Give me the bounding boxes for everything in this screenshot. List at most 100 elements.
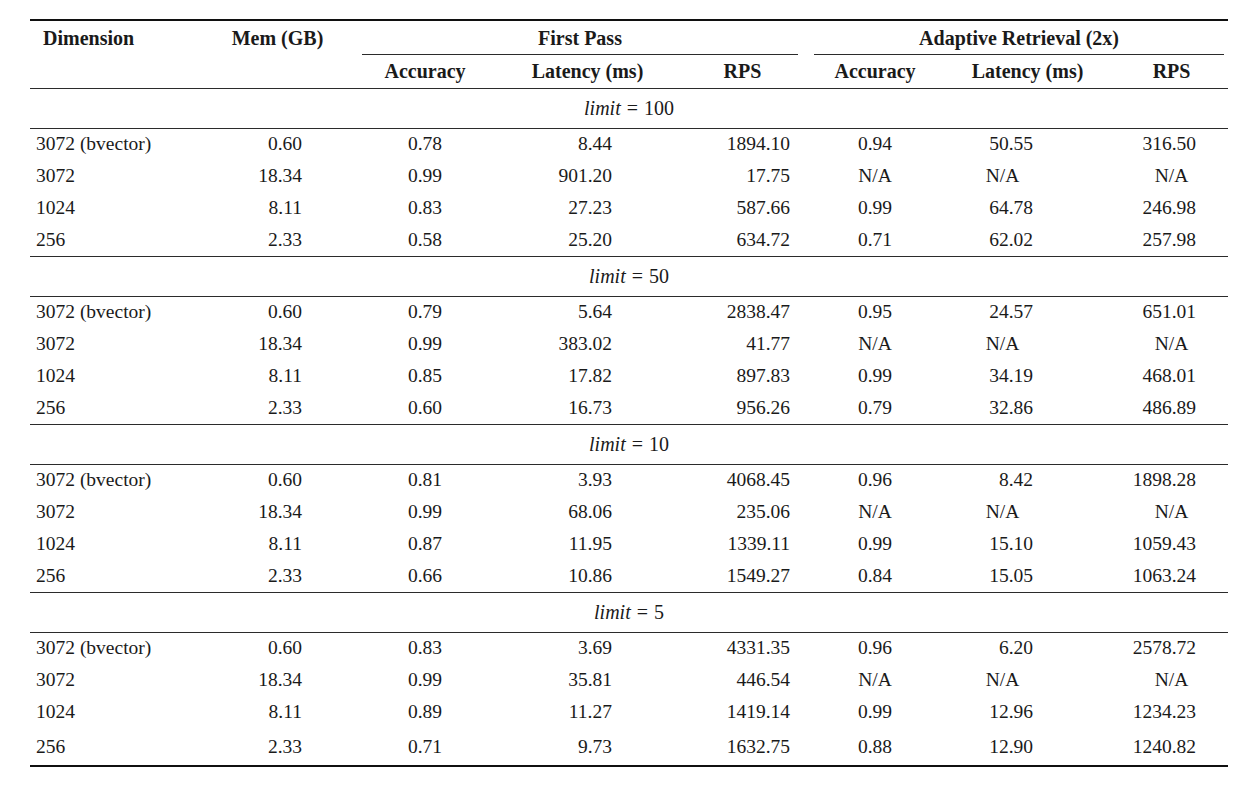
ar-accuracy-cell: 0.96: [810, 464, 940, 496]
dimension-cell: 3072: [30, 328, 205, 360]
table-row: 3072 (bvector) 0.60 0.79 5.64 2838.47 0.…: [30, 296, 1228, 328]
mem-cell: 18.34: [205, 664, 350, 696]
table-row: 1024 8.11 0.85 17.82 897.83 0.99 34.19 4…: [30, 360, 1228, 392]
table-row: 3072 (bvector) 0.60 0.81 3.93 4068.45 0.…: [30, 464, 1228, 496]
fp-latency-cell: 68.06: [500, 496, 675, 528]
fp-rps-cell: 2838.47: [675, 296, 810, 328]
fp-latency-cell: 11.27: [500, 696, 675, 728]
mem-cell: 18.34: [205, 328, 350, 360]
table-row: 3072 18.34 0.99 383.02 41.77 N/A N/A N/A: [30, 328, 1228, 360]
ar-latency-cell: 50.55: [940, 128, 1115, 160]
dimension-cell: 256: [30, 392, 205, 424]
mem-cell: 8.11: [205, 696, 350, 728]
dimension-cell: 3072 (bvector): [30, 632, 205, 664]
dimension-cell: 256: [30, 728, 205, 766]
fp-accuracy-cell: 0.66: [350, 560, 500, 592]
fp-rps-cell: 446.54: [675, 664, 810, 696]
section-label: limit=50: [30, 256, 1228, 296]
table-row: 3072 18.34 0.99 35.81 446.54 N/A N/A N/A: [30, 664, 1228, 696]
ar-latency-cell: 34.19: [940, 360, 1115, 392]
fp-latency-cell: 27.23: [500, 192, 675, 224]
fp-latency-cell: 901.20: [500, 160, 675, 192]
ar-latency-cell: N/A: [940, 496, 1115, 528]
ar-rps-cell: 1063.24: [1115, 560, 1228, 592]
fp-rps-cell: 235.06: [675, 496, 810, 528]
table-row: 3072 18.34 0.99 901.20 17.75 N/A N/A N/A: [30, 160, 1228, 192]
fp-latency-cell: 10.86: [500, 560, 675, 592]
dimension-cell: 256: [30, 560, 205, 592]
fp-latency-cell: 35.81: [500, 664, 675, 696]
table-row: 3072 18.34 0.99 68.06 235.06 N/A N/A N/A: [30, 496, 1228, 528]
fp-rps-cell: 1419.14: [675, 696, 810, 728]
ar-rps-cell: 1059.43: [1115, 528, 1228, 560]
mem-cell: 8.11: [205, 528, 350, 560]
fp-accuracy-cell: 0.89: [350, 696, 500, 728]
ar-rps-cell: N/A: [1115, 664, 1228, 696]
ar-latency-cell: N/A: [940, 664, 1115, 696]
section-header-row: limit=10: [30, 424, 1228, 464]
mem-cell: 2.33: [205, 560, 350, 592]
col-group-adaptive-retrieval: Adaptive Retrieval (2x): [810, 20, 1228, 55]
section-header-row: limit=100: [30, 88, 1228, 128]
ar-rps-cell: N/A: [1115, 328, 1228, 360]
fp-rps-cell: 41.77: [675, 328, 810, 360]
ar-latency-cell: 64.78: [940, 192, 1115, 224]
ar-rps-cell: 257.98: [1115, 224, 1228, 256]
ar-rps-cell: 316.50: [1115, 128, 1228, 160]
section-label: limit=10: [30, 424, 1228, 464]
mem-cell: 0.60: [205, 296, 350, 328]
fp-latency-cell: 383.02: [500, 328, 675, 360]
first-pass-label: First Pass: [538, 27, 622, 49]
ar-accuracy-cell: 0.95: [810, 296, 940, 328]
fp-latency-cell: 16.73: [500, 392, 675, 424]
dimension-cell: 1024: [30, 528, 205, 560]
col-header-mem: Mem (GB): [205, 20, 350, 88]
fp-rps-cell: 1339.11: [675, 528, 810, 560]
ar-rps-cell: 486.89: [1115, 392, 1228, 424]
mem-cell: 2.33: [205, 728, 350, 766]
ar-accuracy-cell: 0.96: [810, 632, 940, 664]
ar-rps-cell: 1240.82: [1115, 728, 1228, 766]
limit-value: 50: [649, 265, 669, 287]
limit-eq: =: [627, 97, 638, 119]
fp-accuracy-cell: 0.71: [350, 728, 500, 766]
fp-latency-cell: 17.82: [500, 360, 675, 392]
ar-latency-cell: N/A: [940, 160, 1115, 192]
fp-accuracy-cell: 0.81: [350, 464, 500, 496]
ar-rps-cell: 1898.28: [1115, 464, 1228, 496]
fp-rps-cell: 1549.27: [675, 560, 810, 592]
dimension-cell: 3072: [30, 160, 205, 192]
fp-rps-cell: 587.66: [675, 192, 810, 224]
ar-accuracy-cell: 0.99: [810, 696, 940, 728]
ar-rps-cell: N/A: [1115, 160, 1228, 192]
mem-cell: 0.60: [205, 632, 350, 664]
paper-page: Dimension Mem (GB) First Pass Adaptive R…: [0, 19, 1258, 788]
fp-latency-cell: 11.95: [500, 528, 675, 560]
ar-latency-cell: 12.96: [940, 696, 1115, 728]
section-label: limit=5: [30, 592, 1228, 632]
fp-latency-cell: 3.69: [500, 632, 675, 664]
fp-latency-cell: 25.20: [500, 224, 675, 256]
limit-var: limit: [594, 601, 631, 623]
fp-latency-cell: 3.93: [500, 464, 675, 496]
mem-cell: 2.33: [205, 224, 350, 256]
fp-rps-cell: 634.72: [675, 224, 810, 256]
table-row: 3072 (bvector) 0.60 0.78 8.44 1894.10 0.…: [30, 128, 1228, 160]
col-header-fp-rps: RPS: [675, 55, 810, 88]
mem-cell: 2.33: [205, 392, 350, 424]
benchmark-table: Dimension Mem (GB) First Pass Adaptive R…: [30, 19, 1228, 767]
fp-accuracy-cell: 0.60: [350, 392, 500, 424]
mem-cell: 8.11: [205, 192, 350, 224]
fp-accuracy-cell: 0.99: [350, 160, 500, 192]
ar-accuracy-cell: 0.84: [810, 560, 940, 592]
limit-eq: =: [632, 433, 643, 455]
table-row: 1024 8.11 0.87 11.95 1339.11 0.99 15.10 …: [30, 528, 1228, 560]
dimension-cell: 3072 (bvector): [30, 296, 205, 328]
fp-rps-cell: 1894.10: [675, 128, 810, 160]
col-header-fp-latency: Latency (ms): [500, 55, 675, 88]
limit-eq: =: [632, 265, 643, 287]
fp-rps-cell: 4068.45: [675, 464, 810, 496]
ar-rps-cell: N/A: [1115, 496, 1228, 528]
dimension-cell: 3072: [30, 496, 205, 528]
col-header-fp-accuracy: Accuracy: [350, 55, 500, 88]
